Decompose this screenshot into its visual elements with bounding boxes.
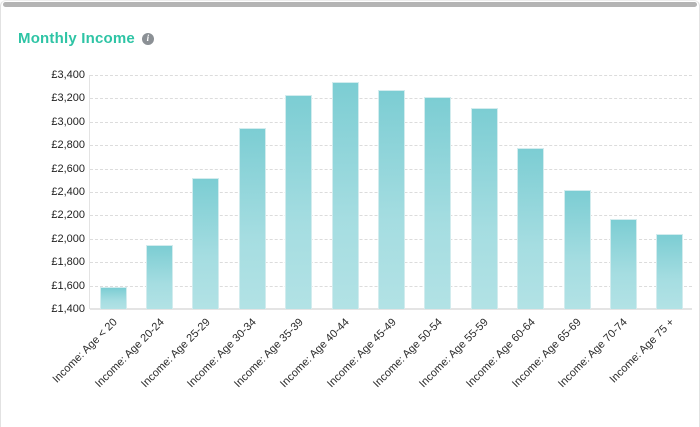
y-tick-label: £1,400 <box>51 303 85 315</box>
bar-income-age-20[interactable] <box>99 286 127 309</box>
bar-income-age-55-59[interactable] <box>470 107 498 309</box>
bar-income-age-45-49[interactable] <box>378 90 405 309</box>
bar-income-age-65-69[interactable] <box>563 189 591 309</box>
y-tick-label: £2,400 <box>51 186 85 198</box>
bar-income-age-60-64[interactable] <box>517 147 545 309</box>
bar-income-age-35-39[interactable] <box>285 94 313 309</box>
y-tick-label: £1,600 <box>51 279 85 292</box>
bar-income-age-70-74[interactable] <box>609 218 637 309</box>
bar-income-age-25-29[interactable] <box>192 177 220 309</box>
y-tick-label: £1,800 <box>51 256 85 269</box>
info-icon[interactable]: i <box>141 32 154 45</box>
y-tick-label: £2,600 <box>51 162 85 175</box>
y-tick-label: £2,000 <box>51 232 85 245</box>
y-tick-label: £3,000 <box>51 115 85 128</box>
bar-income-age-50-54[interactable] <box>424 97 452 309</box>
gridline <box>90 75 692 76</box>
bar-income-age-75-[interactable] <box>656 234 684 309</box>
horizontal-scrollbar[interactable] <box>3 2 697 7</box>
chart-title: Monthly Income i <box>18 30 154 47</box>
y-tick-label: £2,200 <box>51 209 85 222</box>
x-axis-line <box>90 308 692 310</box>
chart-title-label: Monthly Income <box>18 30 135 47</box>
y-tick-label: £3,200 <box>51 92 85 105</box>
x-tick-label: Income: Age 75 + <box>607 316 677 386</box>
y-tick-label: £2,800 <box>51 139 85 152</box>
bar-income-age-30-34[interactable] <box>238 127 266 309</box>
bar-income-age-20-24[interactable] <box>146 245 174 309</box>
bar-income-age-40-44[interactable] <box>331 82 359 309</box>
plot-area <box>89 75 692 310</box>
y-tick-label: £3,400 <box>51 69 85 81</box>
